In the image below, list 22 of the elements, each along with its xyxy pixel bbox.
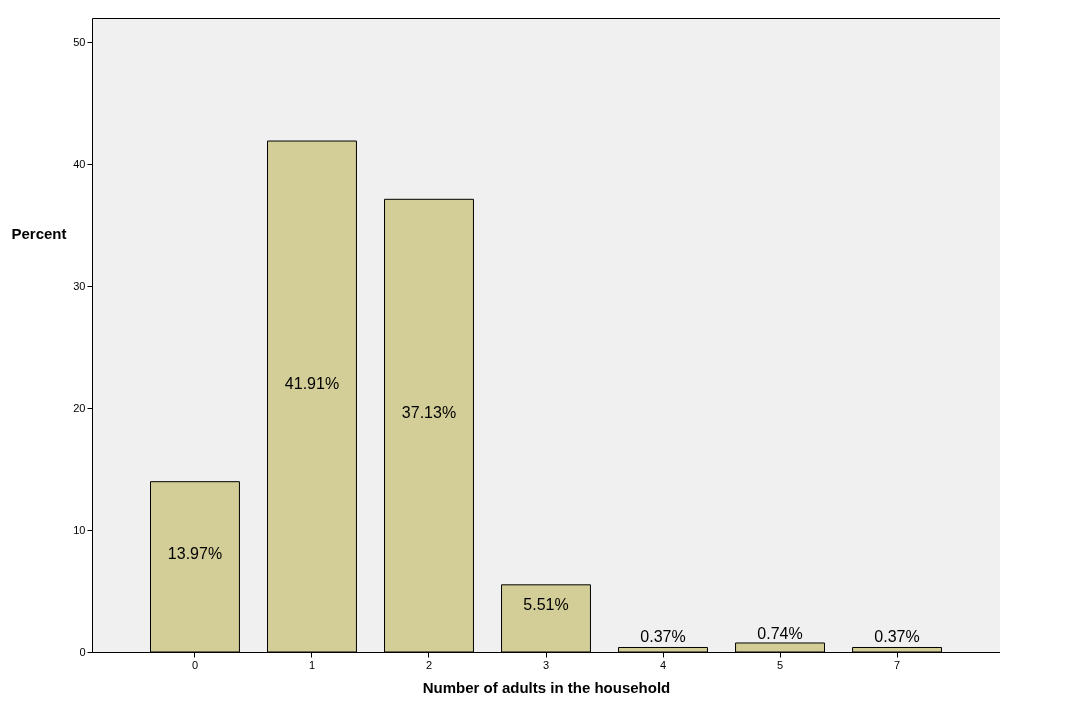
data-label: 13.97% (167, 544, 223, 562)
x-tick-label: 3 (542, 658, 550, 671)
y-tick-label: 10 (73, 523, 86, 536)
data-label: 37.13% (401, 403, 457, 421)
data-label: 0.74% (757, 625, 803, 643)
x-tick-label: 0 (191, 658, 199, 671)
y-tick-label: 20 (73, 401, 86, 414)
data-label: 41.91% (284, 374, 340, 392)
y-tick-label: 40 (73, 157, 86, 170)
x-tick-label: 5 (776, 658, 784, 671)
x-tick-label: 7 (893, 658, 901, 671)
data-label: 5.51% (523, 596, 569, 614)
y-tick-label: 0 (79, 645, 86, 658)
y-axis-title: Percent (11, 224, 67, 242)
x-axis-title: Number of adults in the household (422, 678, 671, 696)
y-tick-label: 30 (73, 279, 86, 292)
x-tick-label: 4 (659, 658, 667, 671)
y-tick-label: 50 (73, 35, 86, 48)
data-label: 0.37% (640, 627, 686, 645)
x-tick-label: 2 (425, 658, 433, 671)
data-label: 0.37% (874, 627, 920, 645)
x-tick-label: 1 (308, 658, 316, 671)
